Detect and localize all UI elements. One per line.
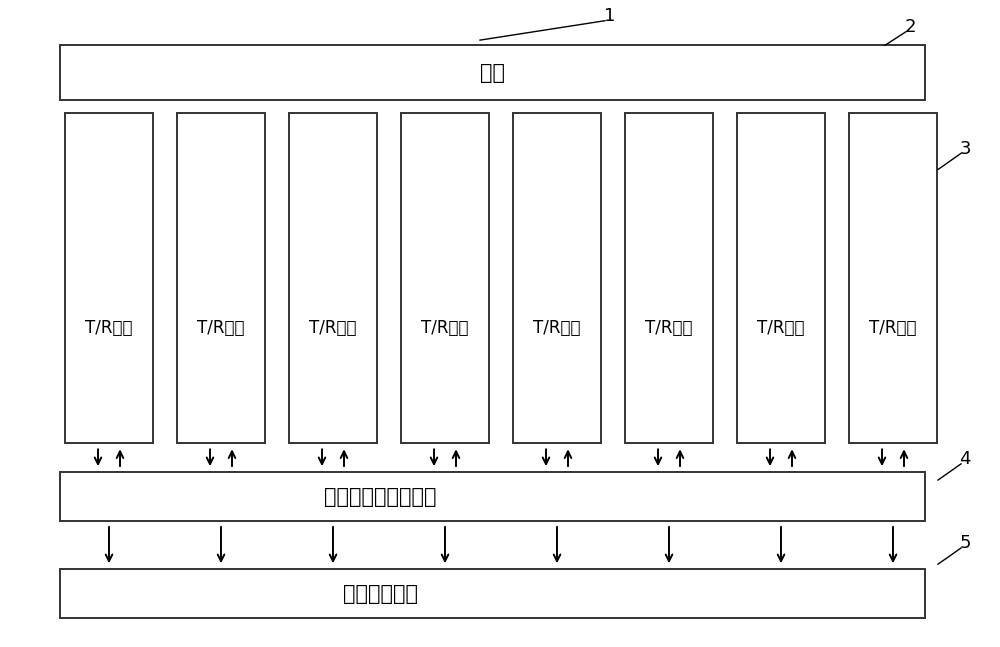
- Text: T/R组件: T/R组件: [645, 319, 693, 336]
- Text: 2: 2: [904, 18, 916, 36]
- Text: T/R组件: T/R组件: [533, 319, 581, 336]
- Text: 3: 3: [959, 140, 971, 158]
- Bar: [513, 113, 601, 443]
- Text: 1: 1: [604, 7, 616, 25]
- Bar: [737, 113, 825, 443]
- Text: 风机: 风机: [480, 63, 505, 83]
- Text: T/R组件: T/R组件: [757, 319, 805, 336]
- Bar: [60, 569, 925, 618]
- Text: 通信接收模块: 通信接收模块: [343, 584, 418, 604]
- Text: T/R组件: T/R组件: [309, 319, 357, 336]
- Bar: [177, 113, 265, 443]
- Bar: [401, 113, 489, 443]
- Text: 5: 5: [959, 534, 971, 553]
- Bar: [65, 113, 153, 443]
- Text: 4: 4: [959, 450, 971, 468]
- Bar: [289, 113, 377, 443]
- Text: T/R组件: T/R组件: [869, 319, 917, 336]
- Bar: [60, 472, 925, 521]
- Text: T/R组件: T/R组件: [197, 319, 245, 336]
- Text: T/R组件: T/R组件: [85, 319, 133, 336]
- Bar: [60, 45, 925, 100]
- Bar: [625, 113, 713, 443]
- Text: 信号产生及处理模块: 信号产生及处理模块: [324, 487, 436, 507]
- Text: T/R组件: T/R组件: [421, 319, 469, 336]
- Bar: [849, 113, 937, 443]
